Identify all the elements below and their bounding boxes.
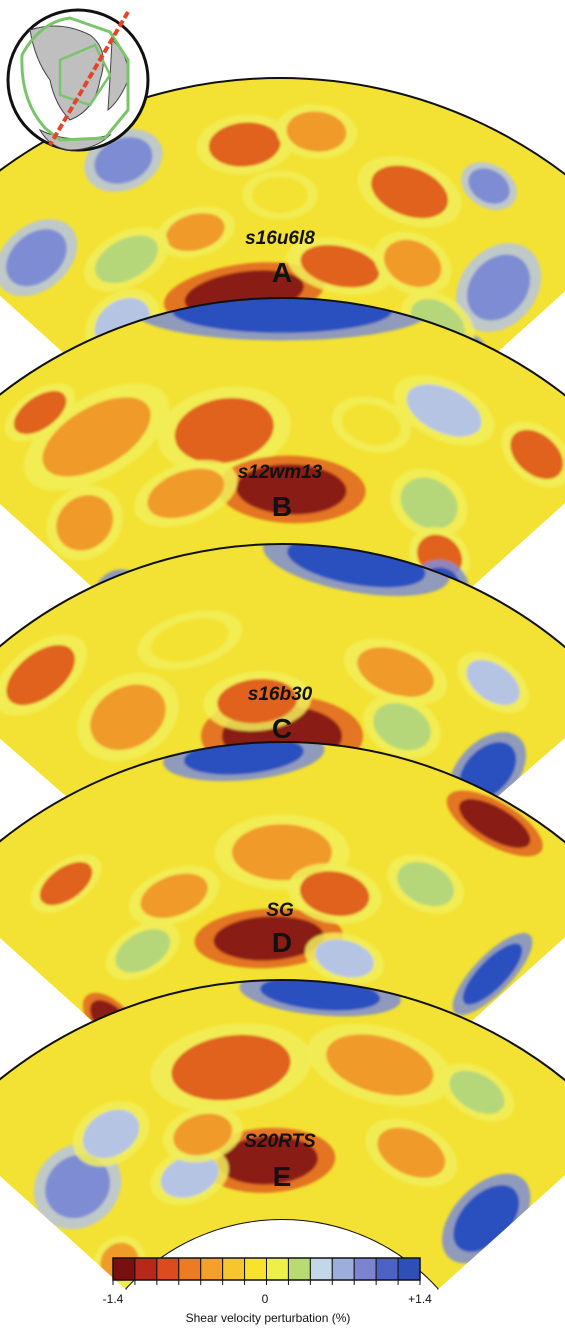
colorbar-swatches xyxy=(112,1257,421,1285)
velocity-anomaly xyxy=(468,168,510,204)
velocity-anomaly xyxy=(95,235,158,284)
panel-letter-a: A xyxy=(272,257,292,288)
colorbar-swatch xyxy=(156,1257,180,1281)
surface-arc xyxy=(0,77,565,176)
colorbar-mid-label: 0 xyxy=(262,1292,269,1306)
velocity-anomaly xyxy=(174,397,274,464)
colorbar-frame xyxy=(112,1257,421,1281)
velocity-anomaly xyxy=(286,111,347,152)
velocity-anomaly xyxy=(459,799,531,848)
panel-letter-e: E xyxy=(273,1161,292,1192)
velocity-anomaly xyxy=(232,824,332,881)
velocity-anomaly xyxy=(252,177,308,213)
surface-arc xyxy=(0,297,565,397)
colorbar-caption: Shear velocity perturbation (%) xyxy=(186,1311,351,1325)
velocity-anomaly xyxy=(466,254,531,321)
velocity-anomaly xyxy=(45,1154,111,1219)
velocity-anomaly xyxy=(90,684,166,751)
velocity-anomaly xyxy=(213,916,324,961)
velocity-anomaly xyxy=(315,939,374,978)
colorbar-swatch xyxy=(287,1257,311,1281)
velocity-anomaly xyxy=(6,229,67,287)
velocity-anomaly xyxy=(466,659,520,706)
model-label-d: SG xyxy=(266,900,294,921)
surface-arc xyxy=(0,543,565,649)
velocity-anomaly xyxy=(377,1127,446,1178)
velocity-anomaly xyxy=(173,1113,233,1156)
colorbar-min-label: -1.4 xyxy=(103,1292,124,1306)
velocity-anomaly xyxy=(115,929,171,973)
colorbar-swatch xyxy=(112,1257,136,1281)
velocity-anomaly xyxy=(449,1070,505,1114)
velocity-anomaly xyxy=(82,1109,140,1159)
colorbar-swatch xyxy=(200,1257,224,1281)
colorbar-swatch xyxy=(375,1257,399,1281)
cross-section-d xyxy=(0,741,565,1056)
velocity-anomaly xyxy=(397,861,455,907)
velocity-anomaly xyxy=(217,678,298,724)
velocity-anomaly xyxy=(140,873,208,919)
colorbar-swatch xyxy=(397,1257,421,1281)
velocity-anomaly xyxy=(171,1034,291,1101)
model-label-c: s16b30 xyxy=(248,684,313,705)
velocity-anomaly xyxy=(208,122,281,167)
model-label-a: s16u6l8 xyxy=(245,228,315,249)
colorbar-swatch xyxy=(331,1257,355,1281)
velocity-anomaly xyxy=(371,165,449,219)
velocity-anomaly xyxy=(6,644,75,706)
model-label-e: S20RTS xyxy=(244,1131,316,1152)
velocity-anomaly xyxy=(39,861,93,906)
colorbar: -1.4 0 +1.4 Shear velocity perturbation … xyxy=(103,1257,432,1325)
model-label-b: s12wm13 xyxy=(238,462,323,483)
velocity-anomaly xyxy=(383,239,442,288)
velocity-anomaly xyxy=(42,397,151,477)
colorbar-swatch xyxy=(222,1257,246,1281)
colorbar-swatch xyxy=(309,1257,333,1281)
panel-d: SG D xyxy=(0,741,565,1056)
velocity-anomaly xyxy=(147,468,225,519)
surface-arc xyxy=(0,979,565,1082)
panel-letter-b: B xyxy=(272,491,292,522)
cross-section-e xyxy=(0,979,565,1291)
velocity-anomaly xyxy=(400,477,458,529)
velocity-anomaly xyxy=(300,245,380,288)
velocity-anomaly xyxy=(160,1154,219,1198)
surface-arc xyxy=(0,741,565,844)
velocity-anomaly xyxy=(217,1136,318,1185)
velocity-anomaly xyxy=(357,647,434,697)
velocity-anomaly xyxy=(13,390,67,435)
colorbar-swatch xyxy=(178,1257,202,1281)
velocity-anomaly xyxy=(299,871,370,917)
velocity-anomaly xyxy=(462,943,523,1005)
panel-b: s12wm13 B xyxy=(0,297,565,622)
panel-e: S20RTS E xyxy=(0,979,565,1291)
colorbar-swatch xyxy=(353,1257,377,1281)
velocity-anomaly xyxy=(373,702,431,751)
cross-section-b xyxy=(0,297,565,622)
colorbar-swatch xyxy=(134,1257,158,1281)
panel-letter-c: C xyxy=(272,713,292,744)
colorbar-swatch xyxy=(266,1257,289,1281)
velocity-anomaly xyxy=(94,137,153,184)
velocity-anomaly xyxy=(150,618,229,663)
panel-letter-d: D xyxy=(272,927,292,958)
velocity-anomaly xyxy=(326,1034,434,1096)
velocity-anomaly xyxy=(341,403,401,446)
velocity-anomaly xyxy=(166,213,225,252)
velocity-anomaly xyxy=(406,384,482,437)
velocity-anomaly xyxy=(510,429,564,480)
colorbar-max-label: +1.4 xyxy=(408,1292,432,1306)
velocity-anomaly xyxy=(56,495,114,551)
colorbar-swatch xyxy=(244,1257,267,1281)
globe-icon xyxy=(6,8,150,152)
velocity-anomaly xyxy=(236,464,347,515)
